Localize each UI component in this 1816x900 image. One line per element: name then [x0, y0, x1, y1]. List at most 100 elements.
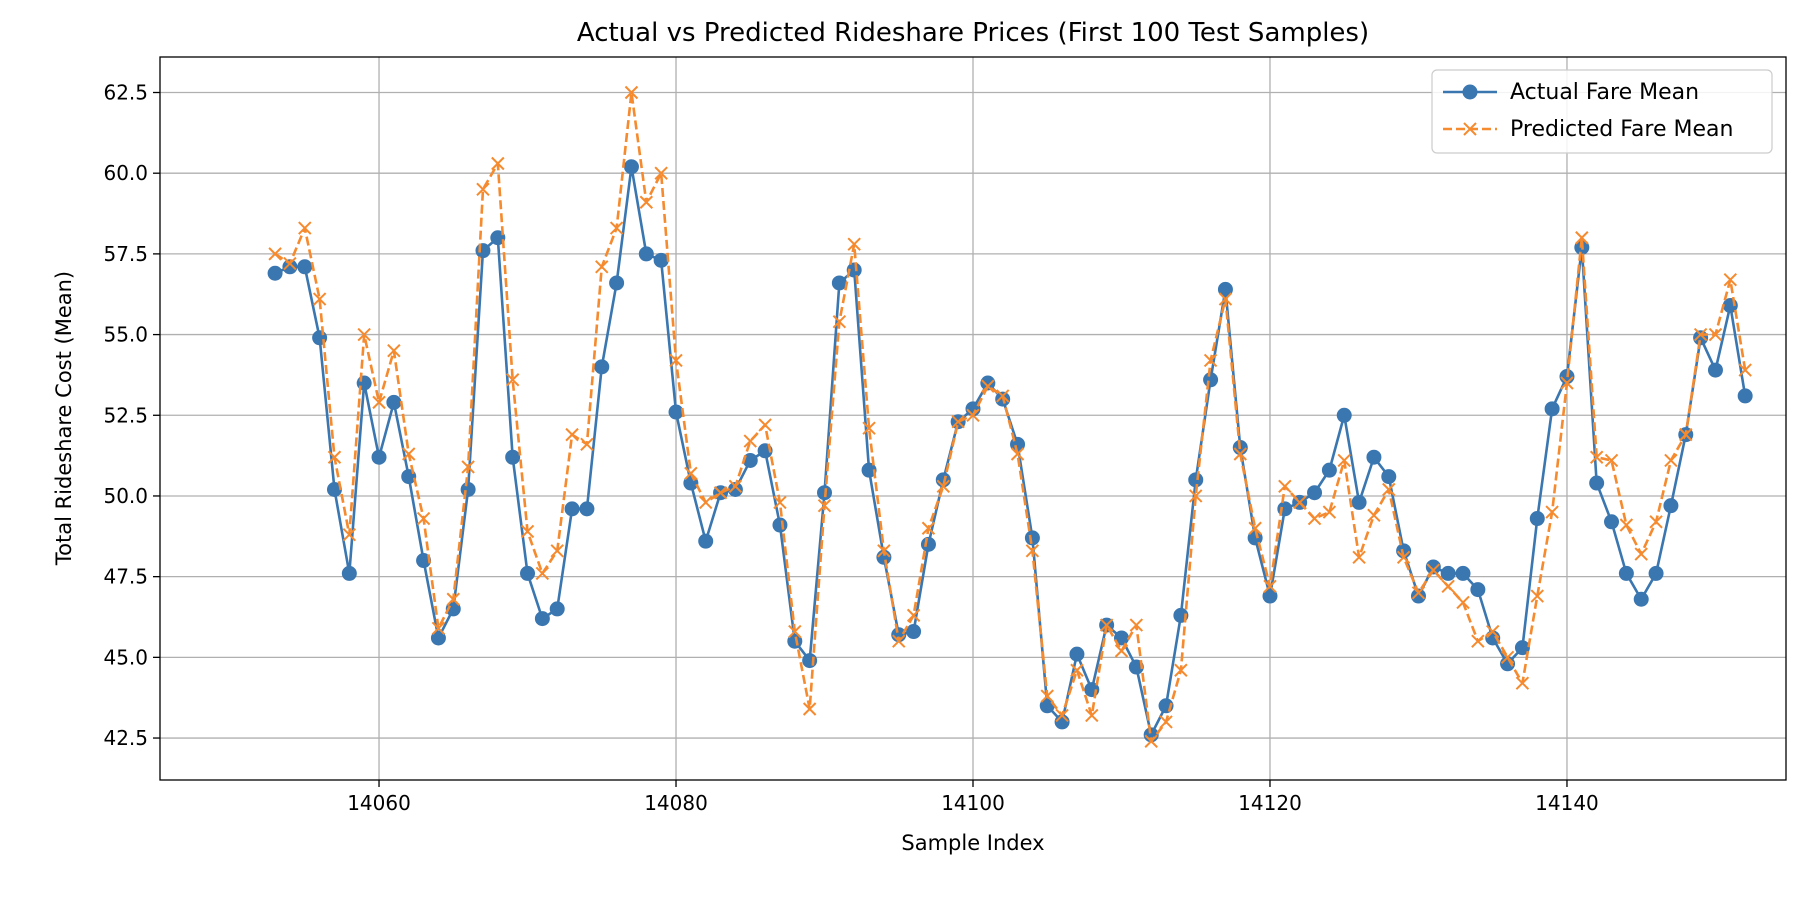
predicted-point: [461, 460, 475, 474]
actual-point: [1589, 475, 1605, 491]
x-axis-title: Sample Index: [901, 831, 1044, 855]
predicted-point: [1604, 453, 1619, 468]
x-tick-label: 14080: [644, 791, 708, 815]
predicted-point: [298, 221, 312, 235]
predicted-point: [1723, 273, 1738, 287]
predicted-point: [966, 408, 980, 422]
predicted-point: [1589, 450, 1604, 464]
predicted-point: [699, 495, 713, 510]
predicted-point: [624, 85, 639, 100]
legend-box: [1431, 69, 1773, 154]
actual-point: [1069, 646, 1085, 662]
predicted-point: [1203, 353, 1218, 368]
predicted-point: [1040, 689, 1054, 703]
predicted-point: [1396, 550, 1411, 564]
y-tick-label: 45.0: [103, 645, 148, 669]
predicted-point: [1530, 589, 1544, 603]
axis-ticks: 14060 14080 14100 14120 14140 42.5 45.0 47.5 50.…: [103, 81, 1598, 815]
predicted-point: [1426, 563, 1441, 577]
predicted-point: [817, 498, 832, 513]
predicted-point: [387, 344, 401, 358]
actual-point: [1307, 485, 1323, 501]
predicted-point: [1278, 479, 1292, 493]
predicted-point: [1055, 708, 1069, 723]
legend-swatch-actual: [1443, 84, 1497, 100]
series-actual: [267, 159, 1753, 743]
actual-point: [1203, 372, 1219, 388]
predicted-point: [951, 415, 965, 429]
actual-point: [1514, 640, 1530, 656]
actual-point: [623, 159, 639, 175]
actual-point: [1351, 494, 1367, 510]
actual-point: [297, 259, 313, 275]
actual-point: [698, 533, 714, 549]
actual-point: [282, 259, 298, 275]
predicted-point: [773, 495, 787, 510]
actual-point: [935, 472, 951, 488]
predicted-point: [1664, 453, 1678, 468]
predicted-point: [1144, 734, 1158, 748]
predicted-point: [1174, 663, 1188, 677]
actual-point: [460, 482, 476, 498]
actual-point: [668, 404, 684, 420]
predicted-point: [654, 166, 668, 180]
series-predicted: [268, 85, 1752, 748]
predicted-point: [639, 195, 654, 209]
predicted-point: [1218, 292, 1233, 306]
predicted-point: [684, 466, 698, 481]
actual-point: [861, 462, 877, 478]
predicted-point: [446, 592, 460, 606]
actual-point: [1663, 498, 1679, 514]
actual-point: [772, 517, 788, 533]
predicted-point: [1159, 715, 1173, 729]
predicted-point: [609, 221, 624, 235]
actual-point: [1425, 559, 1441, 575]
predicted-point: [491, 156, 505, 171]
actual-point: [1707, 362, 1723, 378]
predicted-point: [1708, 327, 1723, 342]
predicted-point: [802, 702, 817, 716]
predicted-point: [535, 566, 550, 581]
predicted-point: [1233, 447, 1247, 461]
x-tick-label: 14140: [1535, 791, 1599, 815]
legend: Actual Fare Mean Predicted Fare Mean: [1431, 69, 1773, 154]
predicted-point: [357, 327, 371, 342]
actual-point: [1381, 469, 1397, 485]
predicted-point: [1322, 505, 1337, 519]
predicted-point: [1500, 650, 1515, 665]
actual-point: [1054, 714, 1070, 730]
y-tick-label: 62.5: [103, 81, 148, 105]
x-tick-label: 14120: [1238, 791, 1302, 815]
predicted-point: [550, 544, 564, 558]
actual-point: [1217, 281, 1233, 297]
y-tick-label: 52.5: [103, 403, 148, 427]
actual-point: [267, 265, 283, 281]
predicted-point: [1441, 579, 1455, 594]
actual-point: [906, 624, 922, 640]
predicted-point: [713, 486, 728, 500]
predicted-point: [1575, 231, 1589, 245]
predicted-point: [520, 524, 535, 539]
actual-point: [1618, 565, 1634, 581]
x-tick-label: 14100: [941, 791, 1005, 815]
actual-point: [594, 359, 610, 375]
predicted-point: [1486, 624, 1500, 639]
predicted-point: [1010, 447, 1025, 461]
predicted-point: [981, 379, 995, 393]
predicted-point: [580, 437, 594, 452]
predicted-point: [906, 608, 921, 623]
predicted-point: [1545, 505, 1559, 519]
y-tick-label: 60.0: [103, 161, 148, 185]
predicted-point: [1619, 518, 1634, 532]
x-tick-label: 14060: [347, 791, 411, 815]
predicted-point: [921, 521, 936, 535]
actual-point: [1366, 449, 1382, 465]
actual-point: [980, 375, 996, 391]
y-tick-label: 50.0: [103, 484, 148, 508]
predicted-point: [1382, 482, 1396, 497]
actual-point: [1648, 565, 1664, 581]
predicted-point: [342, 527, 357, 542]
actual-point: [1336, 407, 1352, 423]
y-tick-label: 47.5: [103, 565, 148, 589]
predicted-point: [1189, 489, 1203, 503]
